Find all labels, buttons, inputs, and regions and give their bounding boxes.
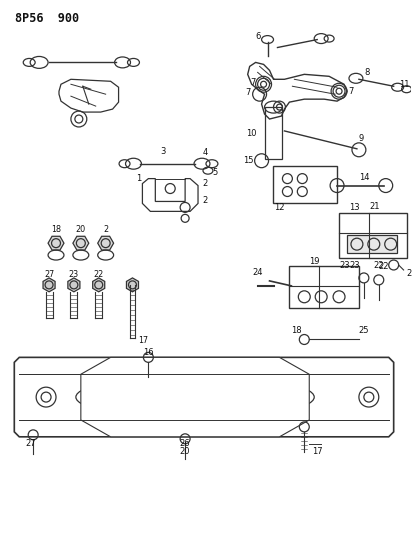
Polygon shape (98, 236, 114, 250)
Circle shape (95, 281, 103, 289)
Text: 8P56  900: 8P56 900 (15, 12, 80, 25)
Text: 16: 16 (143, 348, 154, 357)
Text: 13: 13 (349, 203, 359, 212)
Text: 23: 23 (69, 270, 79, 279)
Circle shape (101, 239, 110, 248)
Text: 22: 22 (94, 270, 104, 279)
Text: 11: 11 (399, 80, 410, 89)
Text: 2: 2 (406, 270, 411, 278)
Text: 1: 1 (136, 174, 141, 183)
Text: 2: 2 (202, 179, 208, 188)
Polygon shape (68, 278, 80, 292)
Bar (289, 266, 359, 308)
Polygon shape (93, 278, 105, 292)
Bar (339, 213, 407, 258)
Text: 21: 21 (370, 202, 380, 211)
Text: 23: 23 (350, 261, 360, 270)
Text: 2: 2 (202, 196, 208, 205)
Bar (265, 107, 283, 159)
Text: 19: 19 (309, 256, 319, 265)
Text: 4: 4 (202, 148, 208, 157)
Polygon shape (126, 278, 138, 292)
Text: 6: 6 (255, 32, 260, 41)
Circle shape (76, 239, 85, 248)
Polygon shape (48, 236, 64, 250)
Text: 27: 27 (44, 270, 54, 279)
Text: 24: 24 (253, 269, 263, 278)
Text: 12: 12 (274, 203, 285, 212)
Text: 27: 27 (26, 439, 37, 448)
Polygon shape (73, 236, 89, 250)
Text: 17: 17 (138, 336, 148, 345)
Text: 3: 3 (161, 147, 166, 156)
Text: 9: 9 (358, 134, 363, 143)
Text: 23: 23 (340, 261, 350, 270)
Text: 7: 7 (348, 87, 353, 96)
Circle shape (45, 281, 53, 289)
Text: 20: 20 (180, 447, 190, 456)
Circle shape (70, 281, 78, 289)
Text: 18: 18 (51, 225, 61, 234)
Text: 7: 7 (250, 78, 255, 87)
Circle shape (52, 239, 61, 248)
Text: 7: 7 (245, 88, 250, 96)
Text: 25: 25 (358, 326, 369, 335)
Polygon shape (43, 278, 55, 292)
Text: 2: 2 (103, 225, 108, 234)
Text: 14: 14 (358, 173, 369, 182)
Bar (272, 166, 337, 204)
Text: 8: 8 (364, 68, 370, 77)
Polygon shape (81, 357, 309, 437)
Text: 20: 20 (76, 225, 86, 234)
Text: 18: 18 (291, 326, 302, 335)
Bar (347, 235, 397, 253)
Text: 22: 22 (374, 261, 384, 270)
Text: 26: 26 (180, 439, 190, 448)
Text: 17: 17 (312, 447, 323, 456)
Text: 5: 5 (212, 168, 218, 177)
Ellipse shape (76, 375, 314, 419)
Text: 22: 22 (379, 262, 389, 271)
Text: 15: 15 (243, 156, 254, 165)
Text: 10: 10 (246, 130, 257, 139)
Circle shape (129, 281, 136, 289)
